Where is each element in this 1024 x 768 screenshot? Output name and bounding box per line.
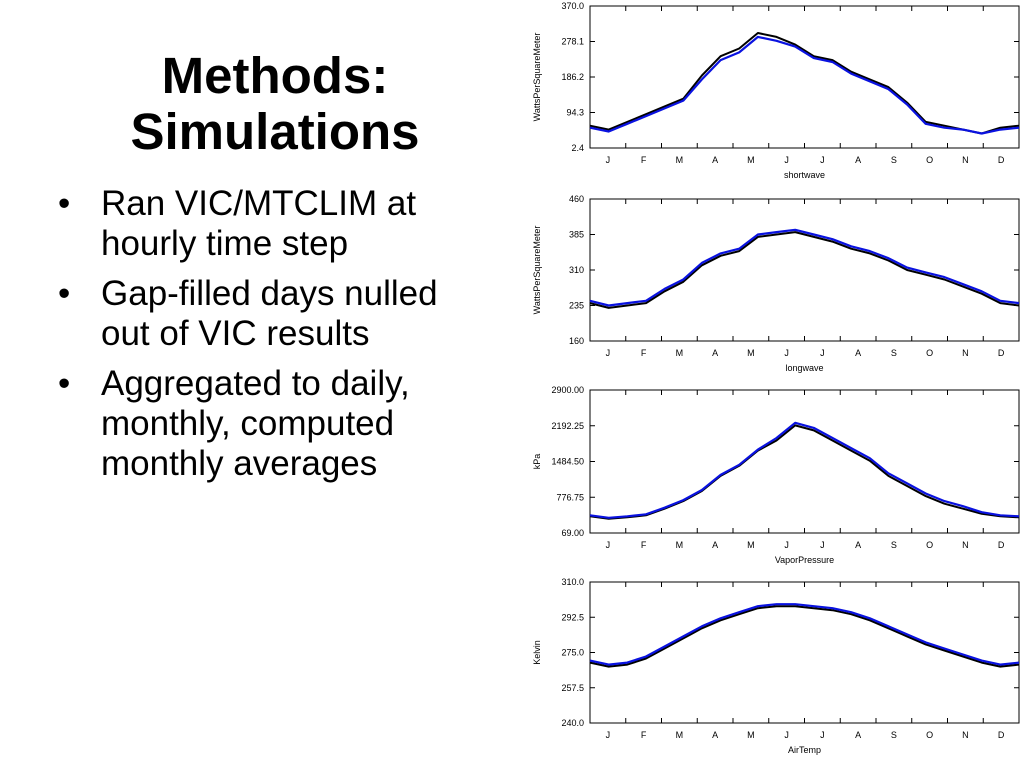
x-tick-label: J [820, 348, 825, 358]
x-tick-label: S [891, 540, 897, 550]
y-tick-label: 257.5 [561, 683, 584, 693]
y-tick-label: 275.0 [561, 648, 584, 658]
x-tick-label: N [962, 730, 969, 740]
x-tick-label: N [962, 155, 969, 165]
x-tick-label: J [784, 730, 789, 740]
x-axis-label: VaporPressure [775, 555, 834, 565]
title-line-1: Methods: [161, 47, 389, 105]
y-tick-label: 310.0 [561, 577, 584, 587]
y-tick-label: 2192.25 [551, 421, 584, 431]
charts-panel: 370.0 278.1 186.2 94.3 2.4 WattsPerSquareMete… [532, 1, 1020, 755]
x-tick-label: N [962, 540, 969, 550]
bullet-glyph: • [58, 184, 71, 223]
x-tick-label: A [712, 348, 718, 358]
plot-frame [589, 5, 1020, 149]
x-tick-label: M [747, 540, 755, 550]
bullet-item: • Gap-filled days nulled out of VIC resul… [58, 274, 438, 354]
x-tick-label: A [855, 540, 861, 550]
bullet-item: • Aggregated to daily, monthly, computed … [58, 364, 438, 484]
x-tick-label: O [926, 730, 933, 740]
y-tick-label: 292.5 [561, 612, 584, 622]
x-tick-label: F [641, 730, 647, 740]
y-tick-label: 69.00 [561, 528, 584, 538]
bullet-item: • Ran VIC/MTCLIM at hourly time step [58, 184, 438, 264]
x-tick-label: M [747, 155, 755, 165]
series-simulated-line [589, 35, 1020, 135]
x-tick-label: A [712, 540, 718, 550]
x-tick-label: J [606, 155, 611, 165]
x-tick-label: D [998, 155, 1005, 165]
x-tick-label: J [606, 348, 611, 358]
x-tick-label: M [747, 348, 755, 358]
x-axis-label: shortwave [784, 170, 825, 180]
y-tick-label: 776.75 [556, 492, 584, 502]
bullet-glyph: • [58, 274, 71, 313]
x-tick-label: A [712, 730, 718, 740]
x-tick-label: M [676, 155, 684, 165]
x-tick-label: J [606, 540, 611, 550]
x-tick-label: J [820, 730, 825, 740]
y-tick-label: 240.0 [561, 718, 584, 728]
x-tick-label: O [926, 155, 933, 165]
x-tick-label: S [891, 155, 897, 165]
series-observed-line [589, 231, 1020, 309]
y-tick-label: 186.2 [561, 72, 584, 82]
x-tick-label: D [998, 540, 1005, 550]
x-tick-label: J [784, 155, 789, 165]
bullet-glyph: • [58, 364, 71, 403]
y-axis-label: kPa [532, 454, 542, 470]
x-tick-label: A [855, 348, 861, 358]
x-axis-label: AirTemp [788, 745, 821, 755]
series-observed-line [589, 32, 1020, 135]
y-tick-label: 460 [569, 194, 584, 204]
title-line-2: Simulations [130, 103, 420, 161]
x-tick-label: M [676, 730, 684, 740]
x-tick-label: S [891, 730, 897, 740]
y-tick-label: 385 [569, 230, 584, 240]
series-simulated-line [589, 228, 1020, 307]
series-simulated-line [589, 603, 1020, 666]
plot-frame [589, 198, 1020, 342]
y-axis-label: Kelvin [532, 640, 542, 665]
bullet-text: Aggregated to daily, monthly, computed m… [101, 364, 410, 483]
x-tick-label: N [962, 348, 969, 358]
x-axis-label: longwave [785, 363, 823, 373]
x-tick-label: J [820, 540, 825, 550]
y-tick-label: 278.1 [561, 37, 584, 47]
x-tick-label: F [641, 348, 647, 358]
series-simulated-line [589, 421, 1020, 519]
x-tick-label: F [641, 155, 647, 165]
x-tick-label: D [998, 730, 1005, 740]
x-tick-label: A [712, 155, 718, 165]
x-tick-label: A [855, 155, 861, 165]
y-tick-label: 1484.50 [551, 457, 584, 467]
x-tick-label: A [855, 730, 861, 740]
bullet-text: Ran VIC/MTCLIM at hourly time step [101, 184, 417, 263]
x-tick-label: J [606, 730, 611, 740]
y-tick-label: 2.4 [571, 143, 584, 153]
y-tick-label: 160 [569, 336, 584, 346]
x-tick-label: J [784, 348, 789, 358]
y-tick-label: 310 [569, 265, 584, 275]
x-tick-label: M [676, 348, 684, 358]
x-tick-label: F [641, 540, 647, 550]
x-tick-label: M [747, 730, 755, 740]
x-tick-label: J [820, 155, 825, 165]
bullet-list: • Ran VIC/MTCLIM at hourly time step • Gap… [58, 184, 438, 494]
y-axis-label: WattsPerSquareMeter [532, 33, 542, 122]
x-tick-label: J [784, 540, 789, 550]
bullet-text: Gap-filled days nulled out of VIC result… [101, 274, 438, 353]
y-tick-label: 94.3 [566, 108, 584, 118]
y-tick-label: 2900.00 [551, 385, 584, 395]
series-observed-line [589, 605, 1020, 668]
x-tick-label: O [926, 348, 933, 358]
slide-title: Methods: Simulations [40, 48, 510, 160]
x-tick-label: M [676, 540, 684, 550]
x-tick-label: D [998, 348, 1005, 358]
x-tick-label: O [926, 540, 933, 550]
y-axis-label: WattsPerSquareMeter [532, 226, 542, 315]
y-tick-label: 235 [569, 301, 584, 311]
y-tick-label: 370.0 [561, 1, 584, 11]
x-tick-label: S [891, 348, 897, 358]
